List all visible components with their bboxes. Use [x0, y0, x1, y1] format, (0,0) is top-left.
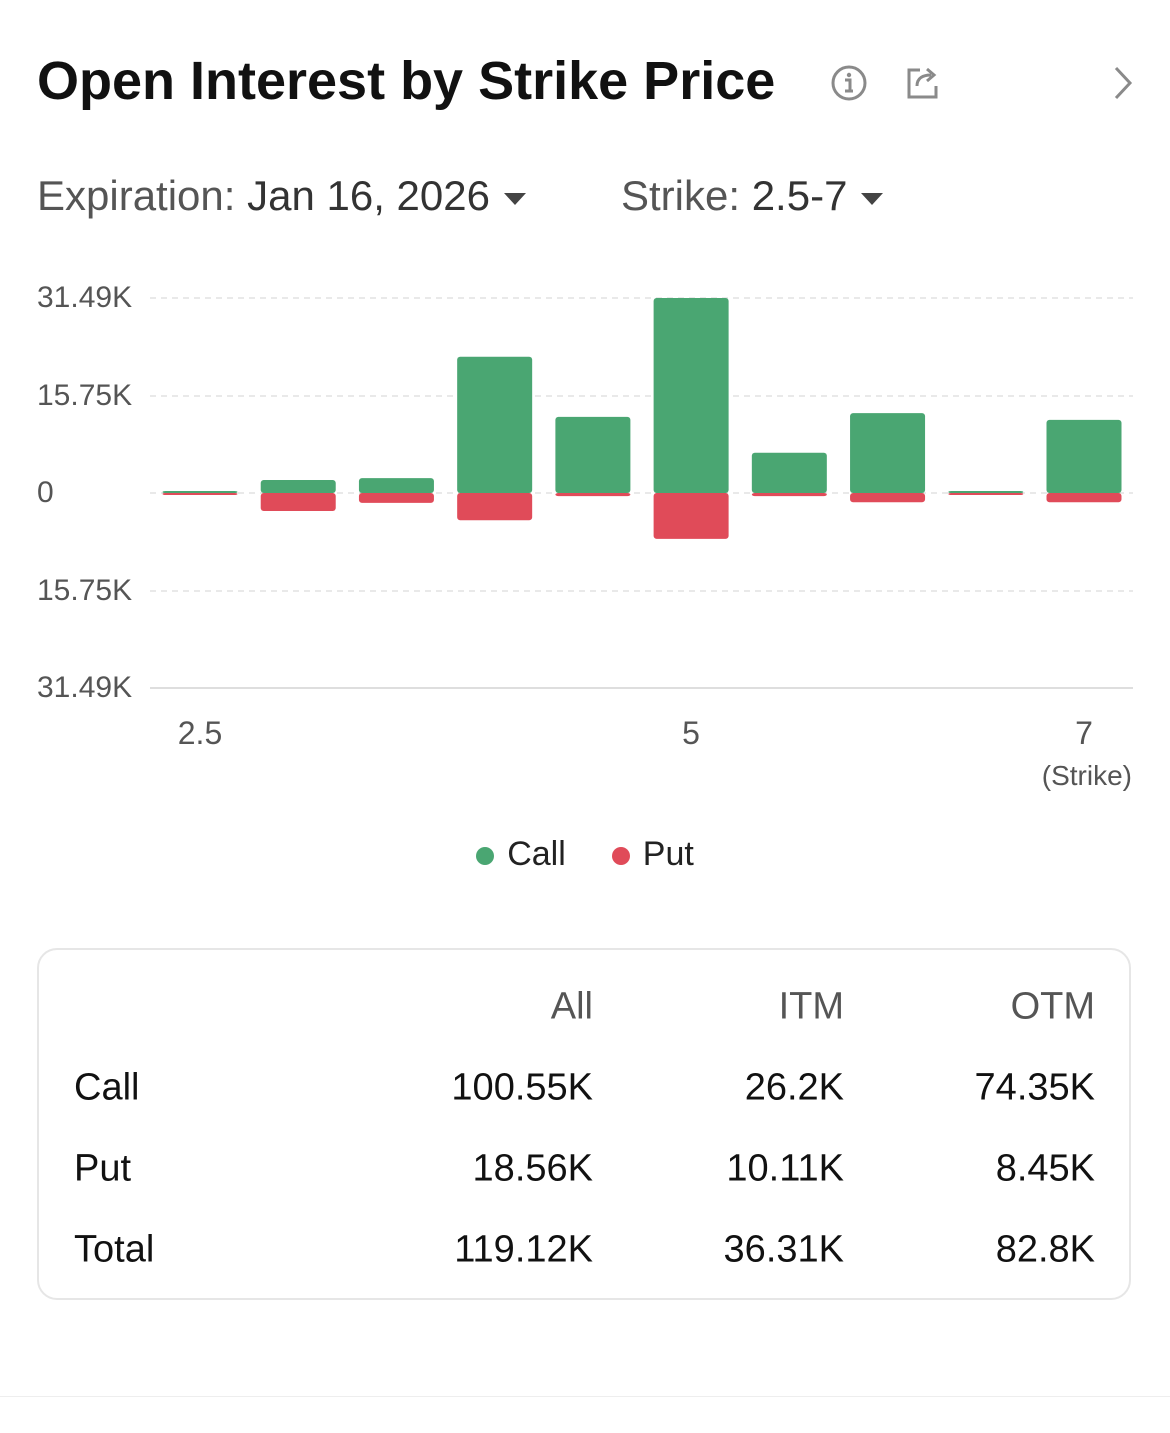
- put-bar[interactable]: [850, 493, 926, 503]
- expiration-value: Jan 16, 2026: [247, 172, 490, 219]
- caret-down-icon: [861, 192, 884, 205]
- chevron-right-icon[interactable]: [1110, 64, 1136, 102]
- table-cell: 100.55K: [451, 1066, 593, 1109]
- strike-filter[interactable]: Strike: 2.5-7: [621, 172, 884, 220]
- y-tick-label: 15.75K: [37, 379, 133, 412]
- column-header-itm: ITM: [778, 985, 844, 1028]
- expiration-filter[interactable]: Expiration: Jan 16, 2026: [37, 172, 526, 220]
- page-title: Open Interest by Strike Price: [37, 51, 776, 111]
- call-bar[interactable]: [358, 478, 434, 493]
- strike-value: 2.5-7: [751, 172, 848, 219]
- table-cell: 82.8K: [995, 1228, 1095, 1271]
- legend-put[interactable]: Put: [611, 835, 694, 874]
- divider: [0, 1396, 1170, 1397]
- call-bar[interactable]: [1046, 419, 1122, 493]
- table-row-label: Total: [74, 1228, 155, 1271]
- call-bar[interactable]: [555, 416, 631, 493]
- call-bar[interactable]: [948, 491, 1024, 493]
- x-tick-label: 5: [682, 715, 700, 751]
- expiration-label: Expiration:: [37, 172, 236, 219]
- table-cell: 119.12K: [454, 1228, 593, 1271]
- put-dot-icon: [611, 847, 630, 866]
- call-bar[interactable]: [653, 298, 729, 493]
- x-tick-label: 7: [1075, 715, 1093, 751]
- summary-table: All ITM OTM Call 100.55K 26.2K 74.35K Put 18.…: [37, 948, 1131, 1300]
- table-row-label: Call: [74, 1066, 140, 1109]
- put-bar[interactable]: [162, 493, 238, 495]
- x-tick-label: 2.5: [177, 715, 223, 751]
- put-bar[interactable]: [260, 493, 336, 511]
- table-cell: 10.11K: [726, 1147, 844, 1190]
- column-header-all: All: [550, 985, 593, 1028]
- call-bar[interactable]: [850, 413, 926, 493]
- legend-put-label: Put: [642, 835, 694, 873]
- legend-call[interactable]: Call: [476, 835, 566, 874]
- call-bar[interactable]: [162, 491, 238, 493]
- put-bar[interactable]: [751, 493, 827, 497]
- y-tick-label: 31.49K: [37, 281, 133, 314]
- call-bar[interactable]: [457, 356, 533, 493]
- call-dot-icon: [476, 847, 495, 866]
- table-cell: 36.31K: [723, 1228, 844, 1271]
- y-tick-label: 0: [37, 476, 54, 509]
- column-header-otm: OTM: [1010, 985, 1095, 1028]
- call-bar[interactable]: [751, 452, 827, 493]
- share-icon[interactable]: [904, 64, 940, 100]
- table-cell: 26.2K: [744, 1066, 844, 1109]
- table-cell: 8.45K: [995, 1147, 1095, 1190]
- table-cell: 74.35K: [974, 1066, 1095, 1109]
- put-bar[interactable]: [653, 493, 729, 539]
- put-bar[interactable]: [457, 493, 533, 521]
- put-bar[interactable]: [948, 493, 1024, 495]
- info-icon[interactable]: [830, 64, 868, 102]
- put-bar[interactable]: [1046, 493, 1122, 503]
- strike-label: Strike:: [621, 172, 741, 219]
- table-cell: 18.56K: [472, 1147, 593, 1190]
- table-row-label: Put: [74, 1147, 132, 1190]
- y-tick-label: 15.75K: [37, 574, 133, 607]
- chart: [150, 297, 1133, 689]
- caret-down-icon: [503, 192, 526, 205]
- y-tick-label: 31.49K: [37, 671, 133, 704]
- legend-call-label: Call: [507, 835, 566, 873]
- x-axis-label: (Strike): [1041, 760, 1132, 791]
- put-bar[interactable]: [555, 493, 631, 497]
- legend: Call Put: [0, 835, 1170, 874]
- call-bar[interactable]: [260, 479, 336, 493]
- put-bar[interactable]: [358, 493, 434, 503]
